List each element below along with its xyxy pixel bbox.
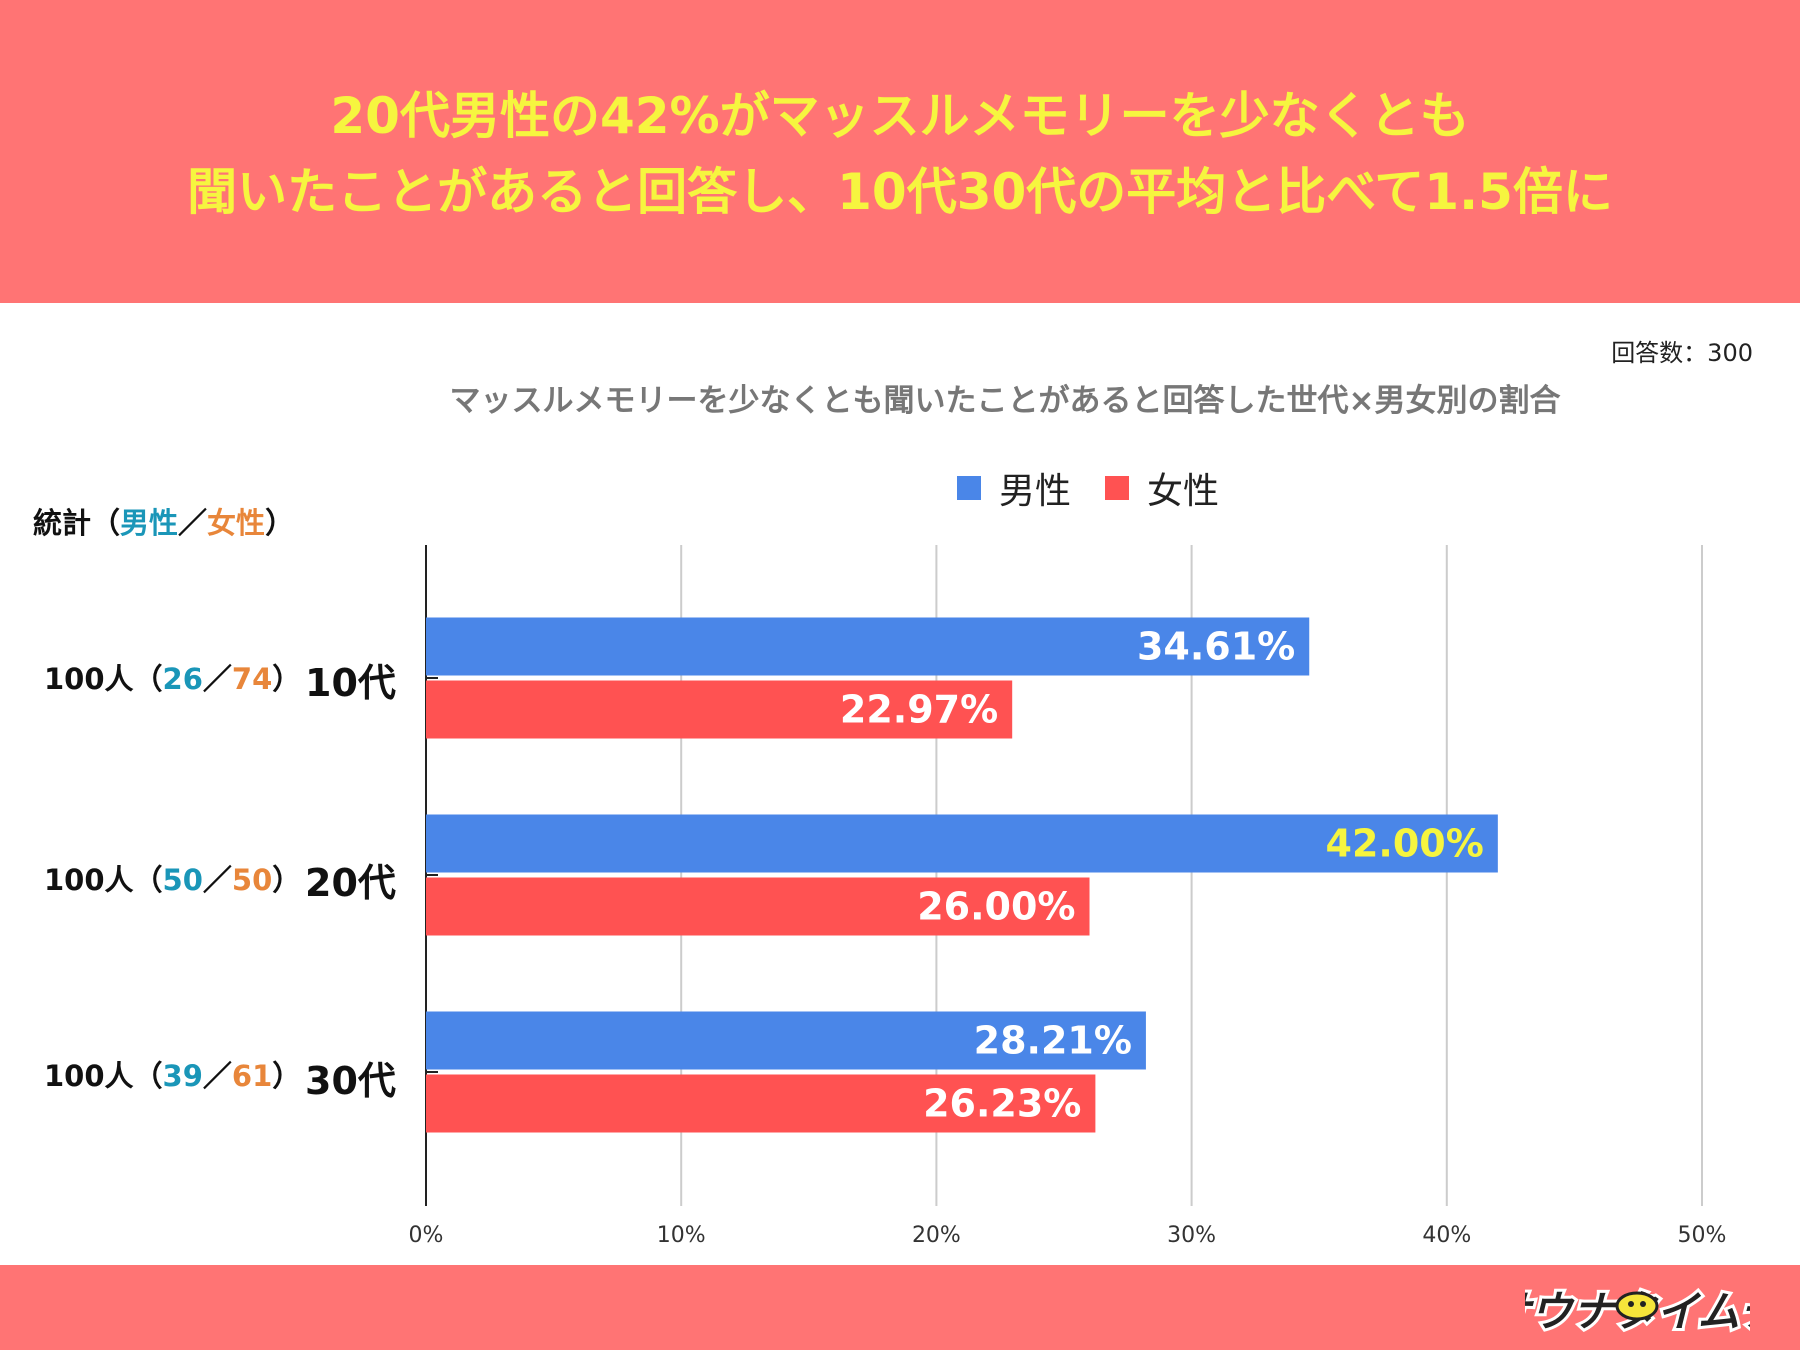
legend-item-female: 女性 bbox=[1105, 462, 1219, 514]
group-female-count: 50 bbox=[231, 863, 273, 897]
stats-header: 統計（男性／女性） bbox=[33, 500, 294, 542]
bar-chart: 0% 10% 20% 30% 40% 50% 34.61% 42.00% 28.21% 22.97… bbox=[409, 545, 1727, 1248]
brand-logo: サウナタイムチ bbox=[1525, 1284, 1750, 1338]
svg-text:サウナタイムチ: サウナタイムチ bbox=[1525, 1287, 1750, 1336]
group-total: 100人（ bbox=[44, 863, 163, 897]
group-stat-20s: 100人（50／50） bbox=[44, 857, 301, 899]
response-count: 回答数：300 bbox=[1611, 339, 1753, 367]
bar-male bbox=[426, 617, 1310, 676]
x-tick-label: 20% bbox=[912, 1223, 961, 1248]
x-tick-label: 0% bbox=[409, 1223, 444, 1248]
group-stat-10s: 100人（26／74） bbox=[44, 656, 301, 698]
group-sep: ／ bbox=[202, 863, 232, 897]
legend: 男性 女性 bbox=[957, 466, 1253, 512]
footer-band bbox=[0, 1265, 1800, 1350]
legend-swatch-male bbox=[957, 476, 981, 500]
stats-header-prefix: 統計（ bbox=[33, 506, 121, 540]
legend-item-male: 男性 bbox=[957, 462, 1071, 514]
bar-value-label: 42.00% bbox=[1326, 822, 1484, 866]
bar-value-label: 26.00% bbox=[917, 885, 1075, 929]
bar-female bbox=[426, 1074, 1096, 1133]
category-label-30s: 30代 bbox=[305, 1059, 396, 1103]
group-stat-30s: 100人（39／61） bbox=[44, 1053, 301, 1095]
chart-title: マッスルメモリーを少なくとも聞いたことがあると回答した世代×男女別の割合 bbox=[449, 383, 1561, 419]
group-male-count: 50 bbox=[162, 863, 203, 897]
stats-header-female: 女性 bbox=[207, 506, 266, 540]
group-female-count: 61 bbox=[231, 1059, 273, 1093]
legend-swatch-female bbox=[1105, 476, 1130, 500]
group-total: 100人（ bbox=[44, 1059, 163, 1093]
group-male-count: 26 bbox=[162, 662, 203, 696]
bar-value-label: 28.21% bbox=[974, 1019, 1132, 1063]
headline-line-2: 聞いたことがあると回答し、10代30代の平均と比べて1.5倍に bbox=[187, 163, 1613, 221]
legend-label-female: 女性 bbox=[1147, 471, 1220, 512]
stats-header-suffix: ） bbox=[265, 506, 295, 540]
bar-male bbox=[426, 814, 1498, 873]
x-tick-label: 10% bbox=[657, 1223, 706, 1248]
stats-header-male: 男性 bbox=[120, 506, 179, 540]
bar-value-label: 22.97% bbox=[840, 688, 998, 732]
group-total: 100人（ bbox=[44, 662, 163, 696]
category-label-20s: 20代 bbox=[305, 861, 396, 905]
bar-female bbox=[426, 680, 1013, 739]
group-female-count: 74 bbox=[231, 662, 273, 696]
group-close: ） bbox=[272, 662, 302, 696]
bar-male bbox=[426, 1011, 1146, 1070]
x-tick-label: 50% bbox=[1678, 1223, 1727, 1248]
group-close: ） bbox=[272, 863, 302, 897]
group-sep: ／ bbox=[202, 1059, 232, 1093]
bar-value-label: 34.61% bbox=[1137, 625, 1295, 669]
stats-header-slash: ／ bbox=[178, 506, 208, 540]
bar-value-label: 26.23% bbox=[923, 1082, 1081, 1126]
bar-female bbox=[426, 877, 1090, 936]
category-label-10s: 10代 bbox=[305, 661, 396, 705]
group-sep: ／ bbox=[202, 662, 232, 696]
headline: 20代男性の42%がマッスルメモリーを少なくとも 聞いたことがあると回答し、10… bbox=[0, 78, 1800, 230]
title-banner bbox=[0, 0, 1800, 303]
x-tick-label: 30% bbox=[1167, 1223, 1216, 1248]
legend-label-male: 男性 bbox=[999, 471, 1072, 512]
x-tick-label: 40% bbox=[1422, 1223, 1471, 1248]
group-male-count: 39 bbox=[162, 1059, 203, 1093]
headline-line-1: 20代男性の42%がマッスルメモリーを少なくとも bbox=[330, 87, 1470, 145]
group-close: ） bbox=[272, 1059, 302, 1093]
